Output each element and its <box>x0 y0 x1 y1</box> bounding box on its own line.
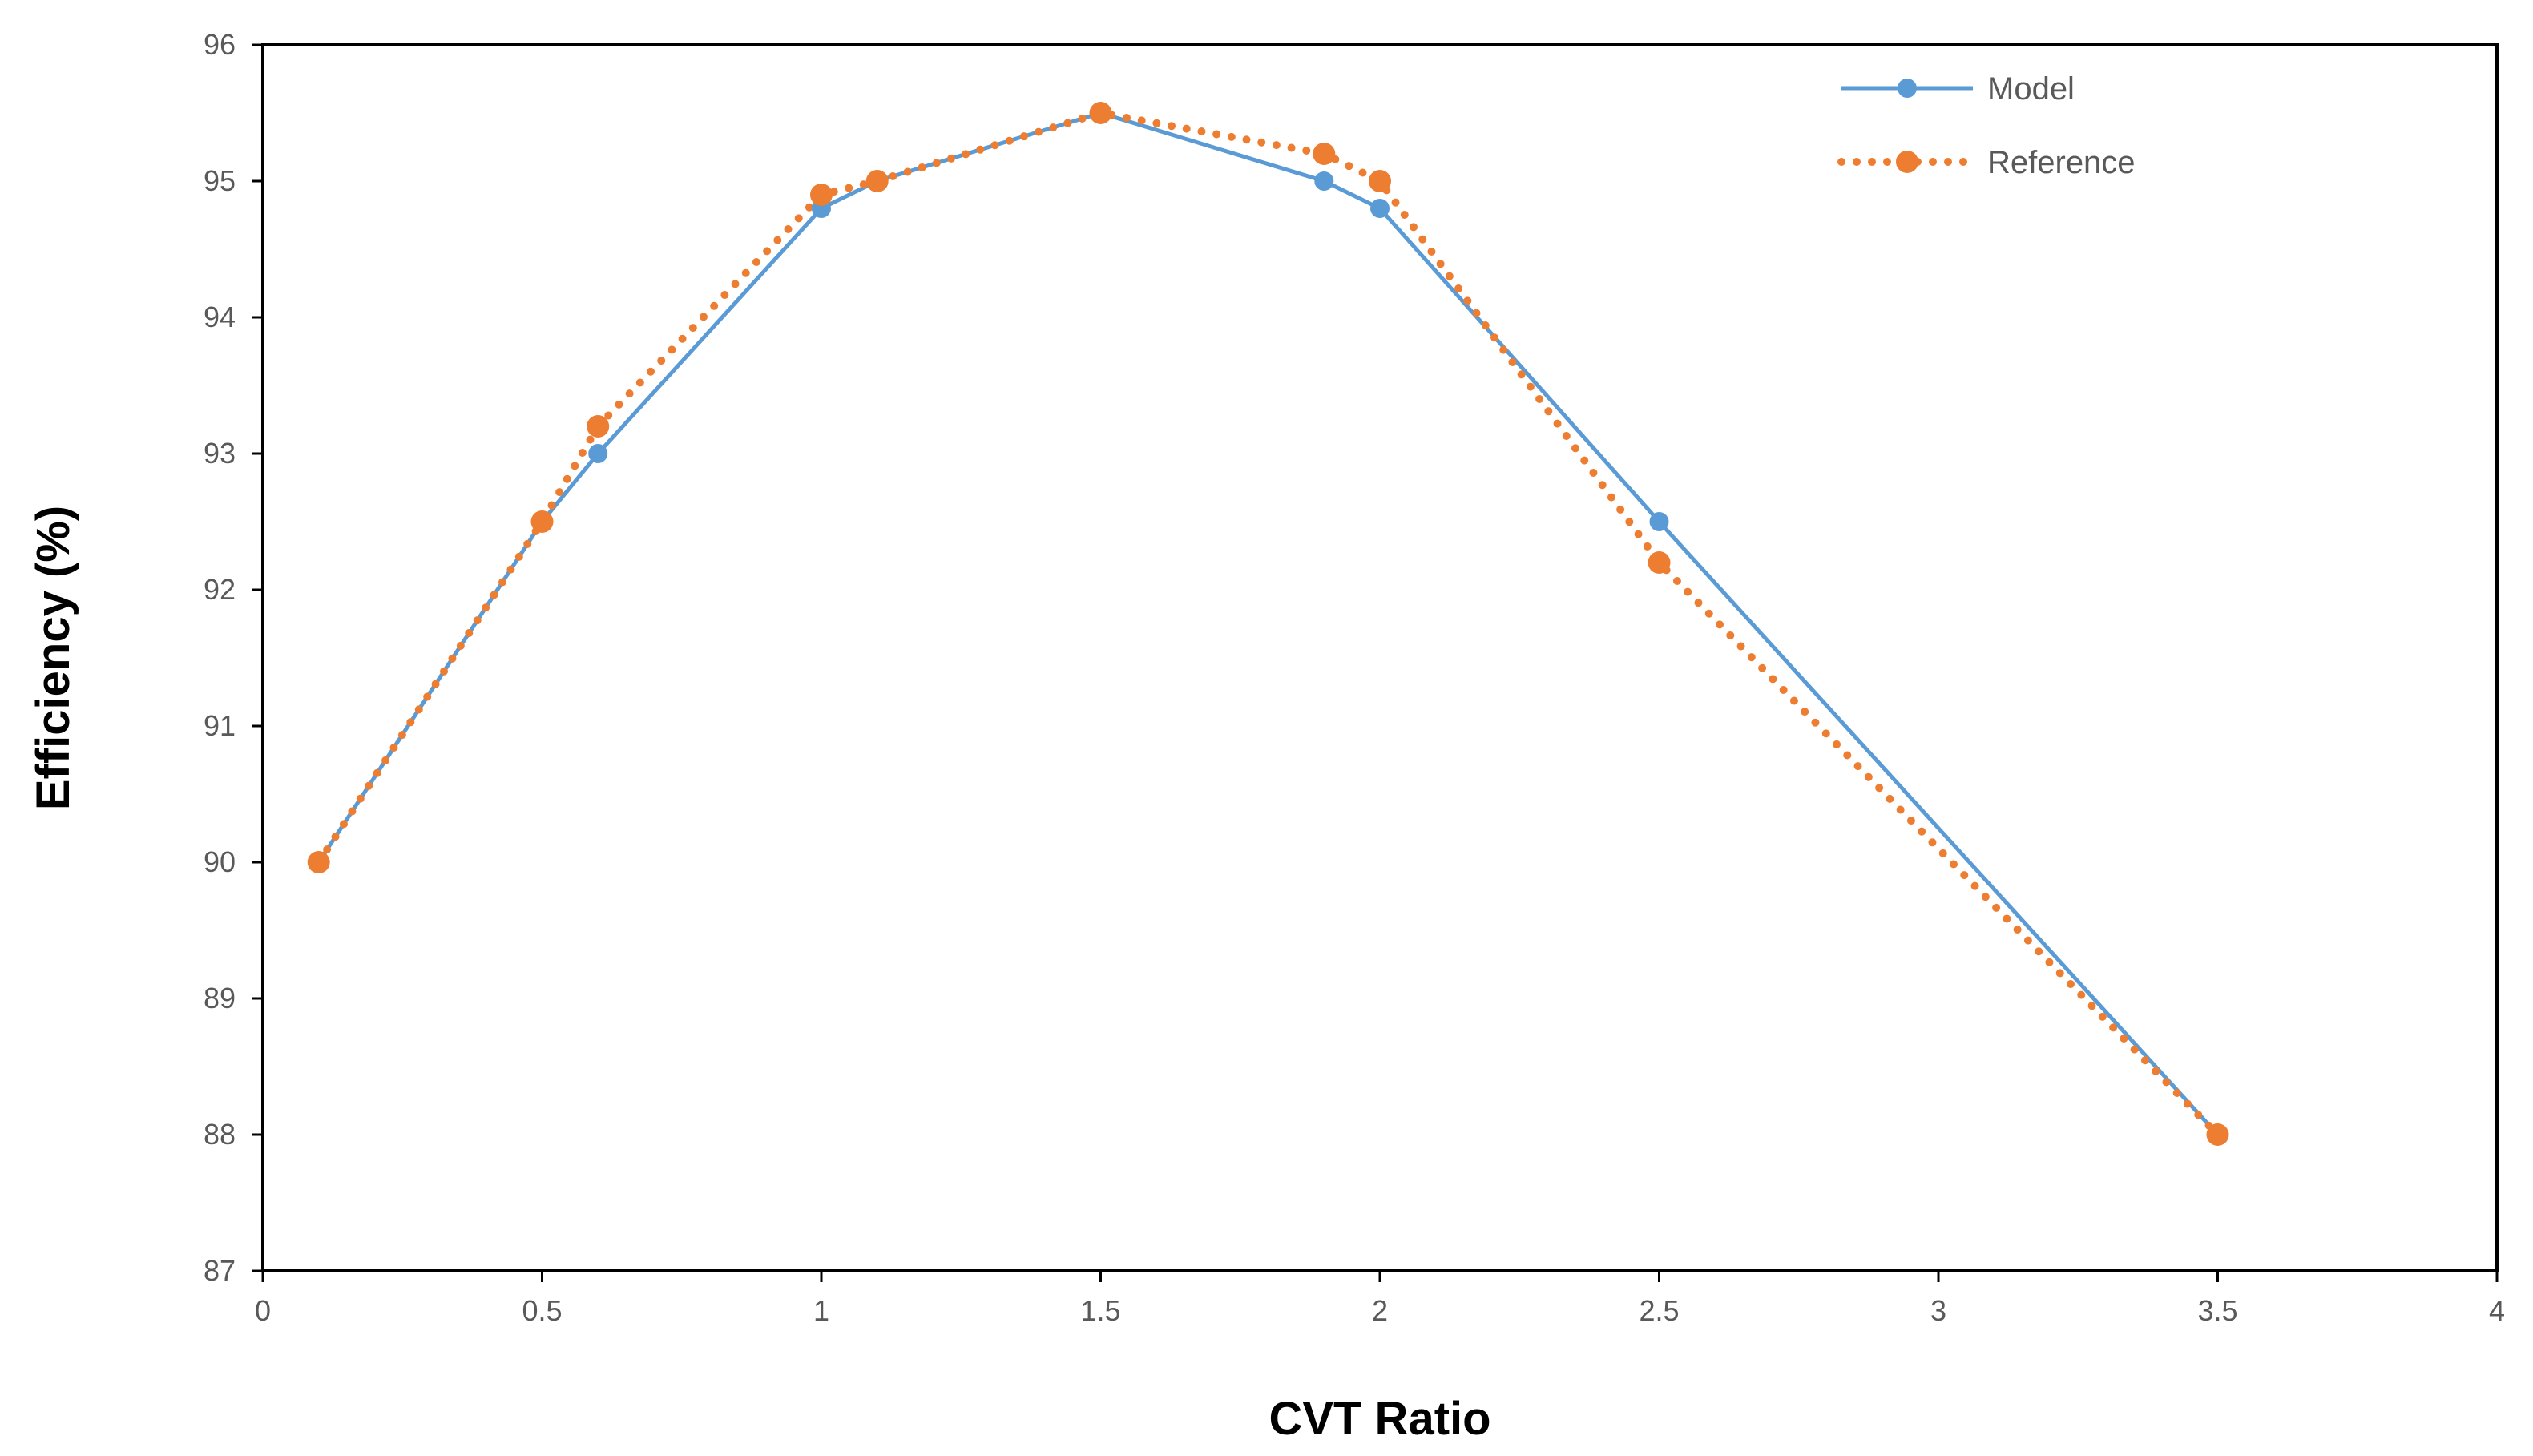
series-layer <box>307 102 2229 1146</box>
y-tick-label: 88 <box>204 1118 236 1151</box>
reference-data-point <box>1648 551 1671 574</box>
model-data-point <box>588 444 608 463</box>
x-tick-label: 4 <box>2489 1294 2505 1327</box>
model-data-point <box>1314 171 1334 191</box>
reference-series-line <box>314 108 2222 1139</box>
legend-model-swatch-marker <box>1898 79 1917 98</box>
y-tick-label: 91 <box>204 709 236 742</box>
y-tick-label: 95 <box>204 164 236 197</box>
y-tick-label: 92 <box>204 573 236 606</box>
y-tick-label: 90 <box>204 845 236 878</box>
reference-data-point <box>1313 143 1336 165</box>
reference-data-point <box>1089 102 1112 124</box>
reference-data-point <box>587 415 610 438</box>
reference-data-point <box>530 510 554 533</box>
reference-data-point <box>307 851 330 873</box>
x-tick-label: 3 <box>1930 1294 1946 1327</box>
model-data-point <box>1649 512 1669 531</box>
x-tick-label: 0 <box>255 1294 271 1327</box>
legend: Model Reference <box>1837 71 2136 180</box>
x-tick-label: 2.5 <box>1639 1294 1679 1327</box>
reference-data-point <box>1369 170 1391 192</box>
legend-model-label: Model <box>1987 71 2075 107</box>
y-tick-label: 89 <box>204 982 236 1014</box>
y-tick-label: 93 <box>204 437 236 470</box>
plot-area <box>261 43 2499 1272</box>
y-tick-label: 96 <box>204 28 236 61</box>
y-tick-label: 87 <box>204 1254 236 1287</box>
x-tick-label: 2 <box>1372 1294 1388 1327</box>
reference-data-point <box>2206 1123 2229 1146</box>
x-axis-ticks: 0 0.5 1 1.5 2 2.5 3 3.5 4 <box>255 1271 2505 1327</box>
x-tick-label: 1.5 <box>1080 1294 1120 1327</box>
x-tick-label: 0.5 <box>522 1294 562 1327</box>
legend-reference-label: Reference <box>1987 145 2136 180</box>
x-tick-label: 3.5 <box>2197 1294 2237 1327</box>
legend-reference-swatch-marker <box>1896 151 1918 173</box>
y-axis-ticks: 87 88 89 90 91 92 93 94 95 96 <box>204 28 263 1287</box>
x-axis-title: CVT Ratio <box>1269 1393 1490 1445</box>
model-data-point <box>1370 199 1390 218</box>
y-axis-title: Efficiency (%) <box>27 506 79 810</box>
reference-data-point <box>810 184 833 206</box>
reference-data-point <box>865 170 889 192</box>
model-series-line <box>317 111 2220 1136</box>
x-tick-label: 1 <box>813 1294 829 1327</box>
y-tick-label: 94 <box>204 300 236 333</box>
